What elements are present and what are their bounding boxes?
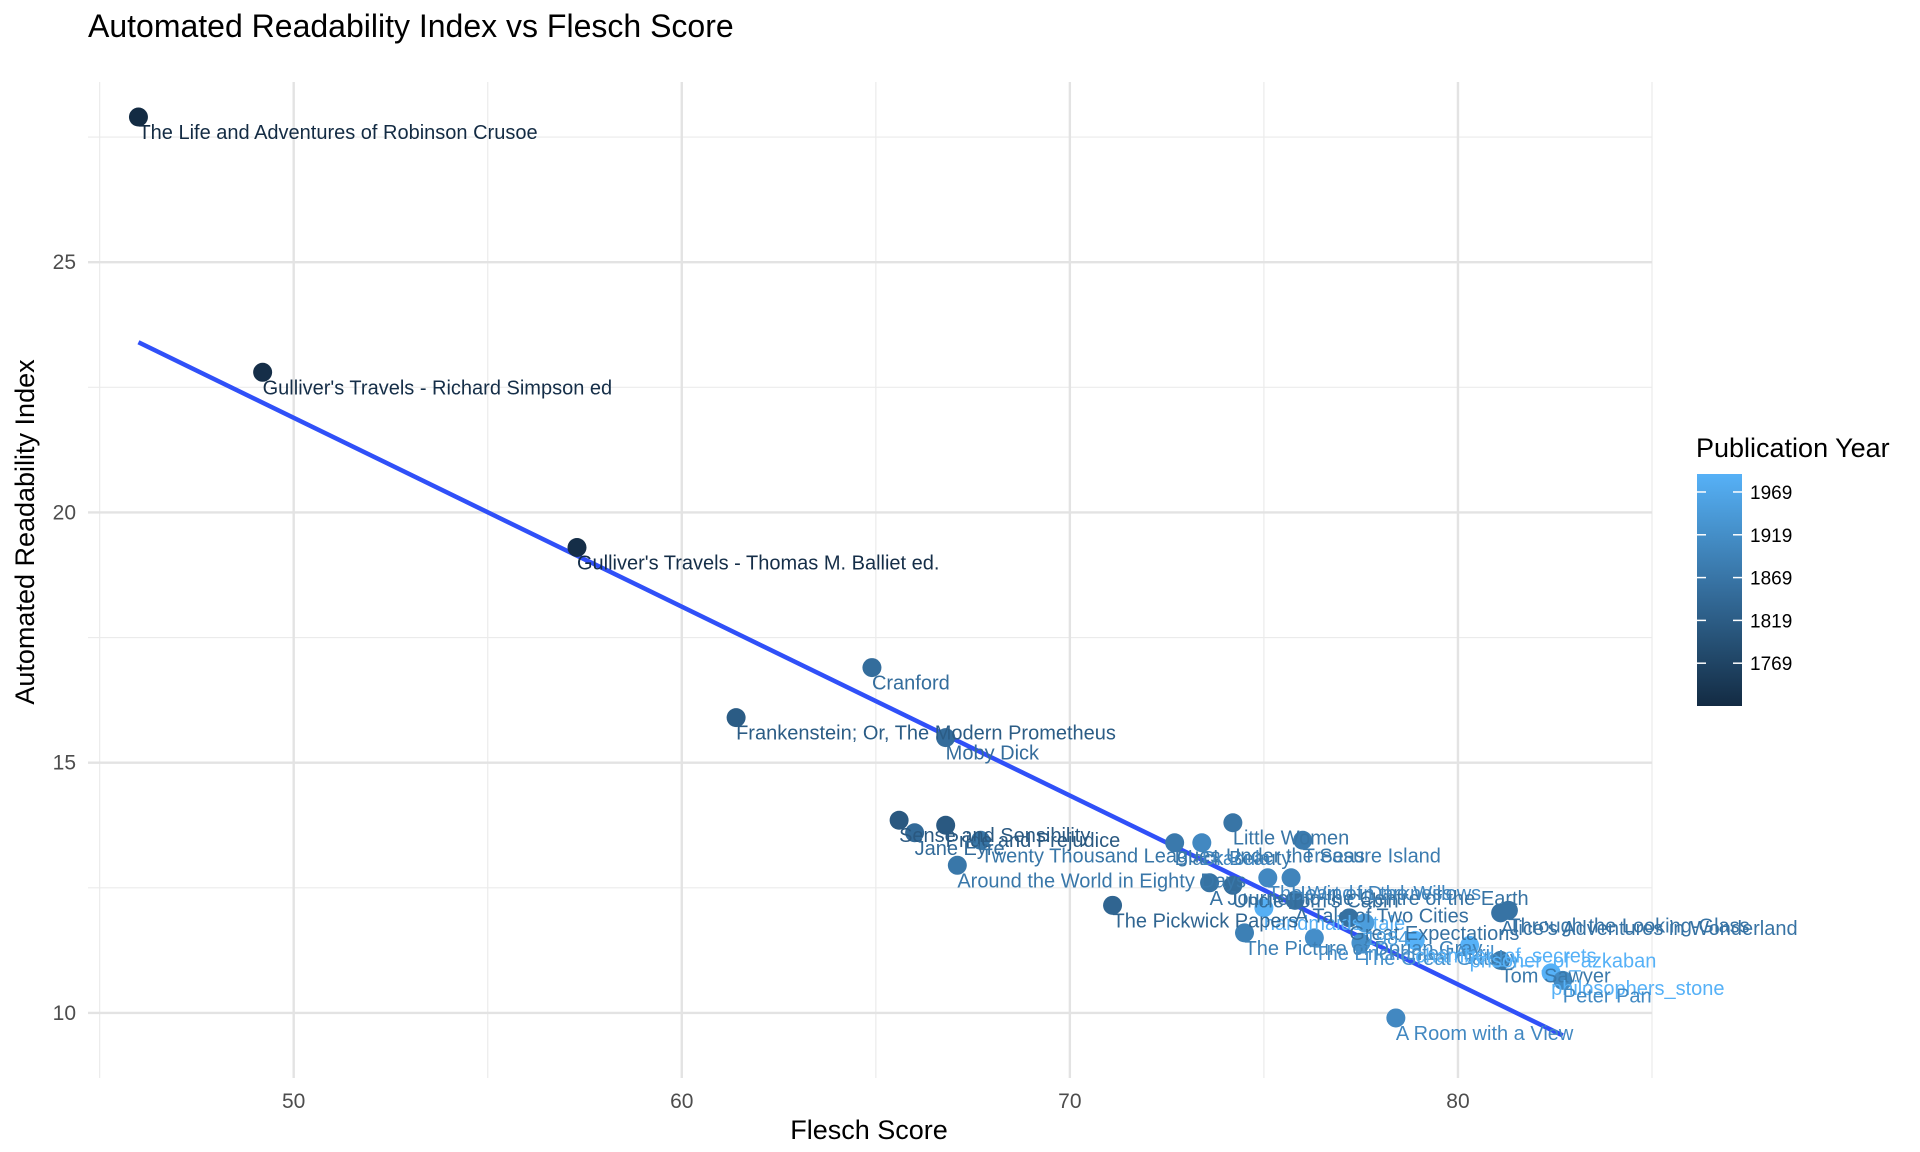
data-point: [1223, 875, 1243, 895]
point-label: Twenty Thousand Leagues Under the Seas: [981, 845, 1365, 867]
point-label: handmaids_tale: [1264, 913, 1405, 935]
y-axis-title: Automated Readability Index: [10, 359, 40, 705]
color-legend: Publication Year 1969 1919 1869 1819 1769: [1696, 433, 1890, 706]
point-label: Little Women: [1233, 828, 1349, 850]
point-label: Treasure Island: [1303, 845, 1441, 867]
point-label: Great Expectations: [1349, 923, 1519, 945]
point-label: The Wind in the Willows: [1268, 883, 1481, 905]
data-point: [936, 815, 956, 835]
y-tick-label: 25: [53, 251, 76, 274]
point-label: A Journey to the Centre of the Earth: [1210, 888, 1529, 910]
point-label: The Life and Adventures of Robinson Crus…: [138, 122, 537, 144]
x-tick-label: 80: [1446, 1090, 1469, 1113]
data-point: [1491, 950, 1511, 970]
data-point: [862, 658, 882, 678]
data-point: [905, 823, 925, 843]
point-label: Sense and Sensibility: [899, 825, 1090, 847]
data-point: [947, 855, 967, 875]
grid-lines: [88, 82, 1653, 1078]
point-label: The Picture of Dorian Gray: [1245, 938, 1483, 960]
x-tick-label: 60: [670, 1090, 693, 1113]
trend-line-group: [137, 340, 1564, 1038]
point-label: Uncle Tom's Cabin: [1233, 890, 1399, 912]
point-label: Peter Pan: [1563, 985, 1652, 1007]
point-label: The Great Gatsby: [1361, 948, 1520, 970]
legend-breaks: 1969 1919 1869 1819 1769: [1697, 483, 1792, 675]
data-point: [936, 728, 956, 748]
point-label: philosophers_stone: [1551, 978, 1724, 1000]
data-point: [726, 708, 746, 728]
data-point: [1192, 833, 1212, 853]
point-label: prisoner_of_azkaban: [1470, 950, 1657, 972]
data-points: [128, 107, 1573, 1028]
data-point: [1304, 928, 1324, 948]
point-label: Tom Sawyer: [1501, 965, 1611, 987]
point-label: Through the Looking-Glass: [1508, 915, 1749, 937]
point-label: Pride and Prejudice: [946, 830, 1121, 852]
point-label: The Enchanted April: [1314, 943, 1494, 965]
data-point: [1235, 923, 1255, 943]
point-label: A Room with a View: [1396, 1023, 1574, 1045]
legend-break-label: 1819: [1750, 611, 1792, 632]
data-point: [1103, 895, 1123, 915]
data-point: [1223, 813, 1243, 833]
point-label: 1984: [1365, 928, 1410, 950]
data-point: [889, 810, 909, 830]
data-point: [1355, 913, 1375, 933]
data-point: [1165, 833, 1185, 853]
trend-line: [137, 340, 1564, 1038]
point-label: Jane Eyre: [915, 838, 1005, 860]
point-label: The Pickwick Papers: [1113, 910, 1299, 932]
data-point: [1200, 873, 1220, 893]
point-label: Around the World in Eighty Days: [957, 870, 1246, 892]
y-tick-label: 20: [53, 501, 76, 524]
point-label: Moby Dick: [946, 743, 1040, 765]
y-tick-label: 10: [53, 1002, 76, 1025]
legend-break-label: 1869: [1750, 569, 1792, 590]
point-label: A Tale of Two Cities: [1295, 905, 1469, 927]
legend-title: Publication Year: [1696, 433, 1890, 463]
legend-break-label: 1769: [1750, 654, 1792, 675]
point-label: Gulliver's Travels - Thomas M. Balliet e…: [577, 552, 939, 574]
point-label: Dracula: [1202, 848, 1272, 870]
data-point: [128, 107, 148, 127]
legend-break-label: 1919: [1750, 526, 1792, 547]
data-point: [971, 830, 991, 850]
data-point: [1339, 908, 1359, 928]
data-point: [1405, 930, 1425, 950]
data-point: [1258, 868, 1278, 888]
point-label: Heart of Darkness: [1291, 883, 1452, 905]
data-point: [1293, 830, 1313, 850]
legend-colorbar: [1697, 474, 1742, 706]
data-point: [1386, 1008, 1406, 1028]
axis-ticks: 50 60 70 80 10 15 20 25: [53, 251, 1470, 1113]
y-tick-label: 15: [53, 752, 76, 775]
x-tick-label: 50: [282, 1090, 305, 1113]
point-labels: The Life and Adventures of Robinson Crus…: [138, 122, 1797, 1045]
point-label: Alice's Adventures in Wonderland: [1501, 918, 1798, 940]
point-label: Frankenstein; Or, The Modern Prometheus: [736, 723, 1116, 745]
data-point: [1498, 900, 1518, 920]
data-point: [1460, 935, 1480, 955]
x-tick-label: 70: [1058, 1090, 1081, 1113]
data-point: [253, 362, 273, 382]
data-point: [1553, 970, 1573, 990]
point-label: Cranford: [872, 673, 950, 695]
point-label: Gulliver's Travels - Richard Simpson ed: [263, 377, 613, 399]
chart-title: Automated Readability Index vs Flesch Sc…: [88, 8, 734, 44]
data-point: [1285, 890, 1305, 910]
legend-break-label: 1969: [1750, 483, 1792, 504]
data-point: [1351, 933, 1371, 953]
point-label: chamber_of_secrets: [1415, 945, 1596, 967]
x-axis-title: Flesch Score: [790, 1115, 948, 1145]
data-point: [1281, 868, 1301, 888]
data-point: [1254, 898, 1274, 918]
point-label: Black Beauty: [1175, 848, 1292, 870]
data-point: [567, 537, 587, 557]
